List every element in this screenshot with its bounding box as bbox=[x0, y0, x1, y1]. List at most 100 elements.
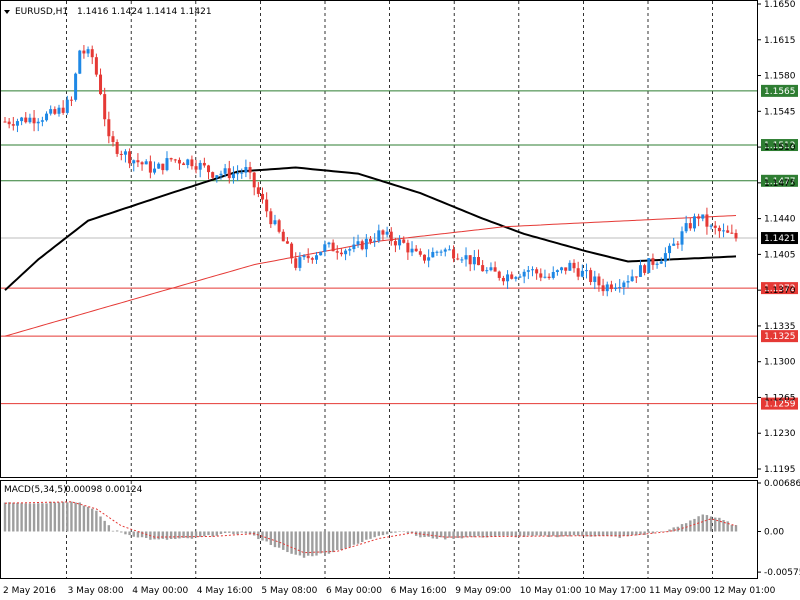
macd-bar bbox=[502, 531, 505, 536]
candle-body bbox=[543, 276, 547, 278]
macd-bar bbox=[460, 531, 464, 539]
candle-body bbox=[157, 163, 161, 169]
candle-body bbox=[493, 267, 497, 272]
macd-bar bbox=[680, 524, 684, 532]
candle-body bbox=[273, 220, 277, 225]
macd-bar bbox=[626, 531, 630, 537]
macd-bar bbox=[45, 503, 48, 532]
macd-bar bbox=[12, 502, 15, 532]
macd-bar bbox=[236, 531, 239, 535]
macd-bar bbox=[547, 531, 551, 538]
macd-bar bbox=[589, 531, 592, 537]
candle-body bbox=[692, 216, 696, 229]
candle-body bbox=[439, 251, 443, 253]
y-tick-label: 1.1230 bbox=[764, 429, 796, 439]
candle-body bbox=[402, 239, 406, 243]
macd-bar bbox=[452, 531, 455, 539]
macd-bar bbox=[510, 531, 513, 537]
macd-bar bbox=[32, 503, 36, 532]
candle-body bbox=[601, 285, 605, 292]
y-tick-label: 1.1650 bbox=[764, 0, 796, 10]
macd-bar bbox=[294, 531, 297, 555]
macd-bar bbox=[286, 531, 289, 553]
macd-bar bbox=[402, 531, 405, 532]
macd-bar bbox=[568, 531, 572, 537]
candle-body bbox=[11, 124, 15, 126]
macd-bar bbox=[111, 530, 115, 532]
candle-body bbox=[360, 241, 364, 250]
macd-bar bbox=[95, 510, 98, 532]
macd-bar bbox=[319, 531, 322, 554]
macd-bar bbox=[473, 531, 476, 538]
level-tag bbox=[761, 397, 798, 410]
candle-body bbox=[722, 230, 726, 232]
candle-body bbox=[555, 270, 559, 273]
candle-body bbox=[315, 255, 319, 260]
macd-bar bbox=[194, 531, 198, 538]
x-tick-label: 9 May 09:00 bbox=[455, 586, 511, 596]
macd-bar bbox=[165, 531, 169, 540]
macd-bar bbox=[514, 531, 518, 538]
candle-body bbox=[123, 151, 127, 155]
candle-body bbox=[352, 244, 356, 250]
candle-body bbox=[215, 175, 219, 178]
candle-body bbox=[460, 259, 464, 261]
candle-body bbox=[389, 231, 393, 242]
macd-bar bbox=[182, 531, 185, 538]
candle-body bbox=[510, 274, 514, 279]
candle-body bbox=[539, 273, 543, 278]
x-tick-label: 6 May 16:00 bbox=[391, 586, 447, 596]
level-label: 1.1259 bbox=[764, 400, 796, 410]
macd-bar bbox=[244, 531, 248, 534]
x-tick-label: 6 May 00:00 bbox=[326, 586, 382, 596]
macd-bar bbox=[53, 502, 57, 532]
macd-bar bbox=[406, 531, 410, 533]
macd-bar bbox=[174, 531, 177, 540]
candle-body bbox=[609, 284, 613, 290]
macd-bar bbox=[199, 531, 202, 537]
candle-body bbox=[99, 74, 103, 95]
macd-bar bbox=[635, 531, 638, 536]
macd-bar bbox=[527, 531, 530, 536]
last-price-label: 1.1421 bbox=[764, 234, 796, 244]
candle-body bbox=[622, 282, 626, 288]
candle-body bbox=[713, 225, 717, 228]
macd-bar bbox=[369, 531, 372, 539]
candle-body bbox=[236, 173, 240, 175]
level-tag bbox=[761, 330, 798, 343]
x-tick-label: 11 May 09:00 bbox=[649, 586, 711, 596]
candle-body bbox=[551, 272, 555, 278]
candle-body bbox=[290, 243, 294, 259]
candle-body bbox=[647, 258, 651, 273]
macd-bar bbox=[718, 517, 721, 532]
candle-body bbox=[514, 277, 518, 279]
macd-bar bbox=[223, 531, 227, 534]
collapse-triangle-icon[interactable] bbox=[4, 10, 10, 14]
macd-bar bbox=[91, 508, 94, 532]
macd-bar bbox=[298, 531, 302, 556]
macd-bar bbox=[169, 531, 173, 539]
candle-body bbox=[385, 231, 389, 235]
candle-body bbox=[518, 276, 522, 278]
candle-body bbox=[107, 119, 111, 137]
macd-bar bbox=[660, 531, 663, 532]
macd-bar bbox=[701, 514, 704, 532]
x-tick-label: 10 May 01:00 bbox=[520, 586, 582, 596]
macd-bar bbox=[232, 531, 235, 535]
candle-body bbox=[190, 159, 194, 167]
macd-bar bbox=[161, 531, 165, 539]
candle-body bbox=[684, 223, 688, 232]
candle-body bbox=[464, 255, 468, 260]
candle-body bbox=[564, 267, 568, 271]
y-tick-label: 1.1265 bbox=[764, 393, 796, 403]
candle-body bbox=[643, 265, 647, 273]
level-label: 1.1512 bbox=[764, 141, 796, 151]
candle-body bbox=[593, 276, 597, 282]
macd-bar bbox=[601, 531, 605, 536]
candle-body bbox=[111, 136, 115, 142]
candle-body bbox=[339, 252, 343, 255]
candle-body bbox=[140, 162, 144, 165]
candle-body bbox=[7, 121, 11, 125]
candle-body bbox=[726, 230, 730, 233]
